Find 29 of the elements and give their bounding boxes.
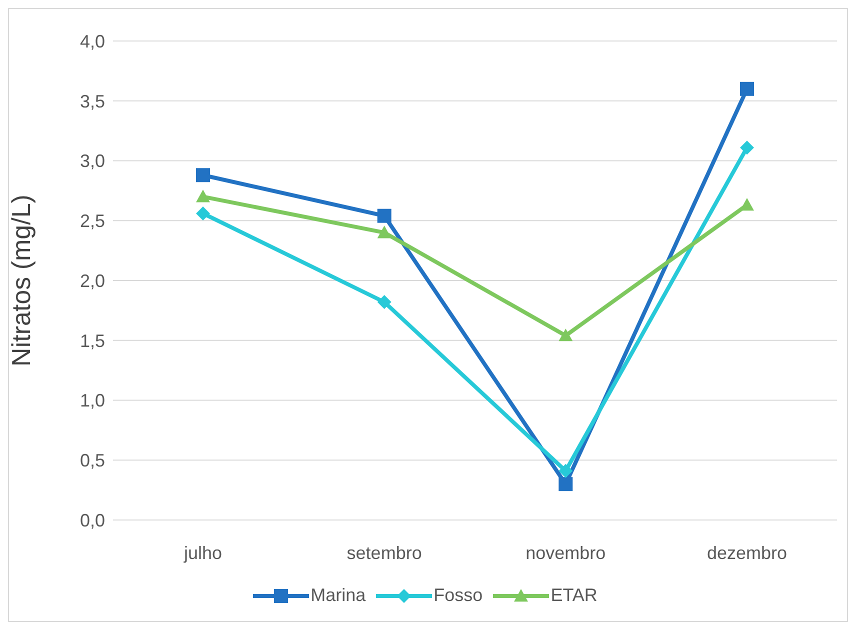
- x-tick-label: novembro: [526, 542, 606, 563]
- y-tick-label: 0,0: [80, 510, 105, 530]
- y-tick-label: 3,0: [80, 151, 105, 172]
- point: [558, 477, 573, 492]
- point: [377, 295, 392, 310]
- y-tick-label: 1,5: [80, 330, 105, 351]
- x-tick-label: setembro: [346, 542, 422, 563]
- legend-label: ETAR: [550, 585, 598, 606]
- y-tick-label: 3,5: [80, 91, 105, 112]
- y-tick-label: 0,5: [80, 450, 105, 471]
- point: [377, 226, 392, 238]
- point: [740, 140, 754, 155]
- x-tick-label: dezembro: [706, 542, 788, 563]
- y-tick-label: 1,0: [80, 390, 105, 411]
- y-tick-label: 4,0: [80, 31, 105, 52]
- point: [740, 198, 754, 211]
- point: [196, 190, 210, 202]
- y-axis-title: Nitratos (mg/L): [6, 194, 36, 366]
- point: [740, 82, 754, 96]
- point: [377, 208, 392, 223]
- point: [558, 464, 573, 478]
- y-tick-label: 2,0: [80, 270, 105, 291]
- point: [196, 206, 210, 220]
- x-tick-label: julho: [182, 542, 222, 563]
- point: [196, 168, 210, 182]
- legend-label: Marina: [310, 585, 366, 606]
- legend-label: Fosso: [434, 585, 483, 606]
- y-tick-label: 2,5: [80, 211, 105, 232]
- point: [558, 328, 573, 342]
